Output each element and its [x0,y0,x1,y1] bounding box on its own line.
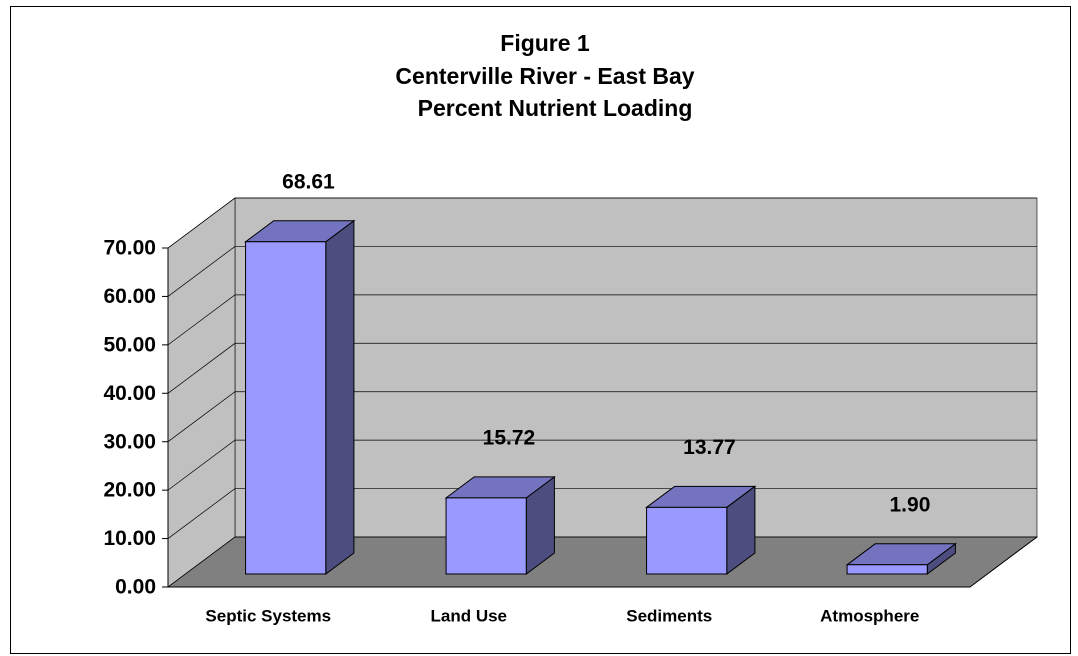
side-wall [167,197,236,588]
grid-line [167,342,1037,394]
grid-line [167,294,1037,346]
bar [244,219,356,575]
bar [444,475,556,575]
bar-side [325,219,355,575]
chart-title: Figure 1 [500,30,590,56]
bar-front [646,506,728,575]
y-tick-label: 40.00 [103,382,156,405]
y-tick-label: 60.00 [103,285,156,308]
y-tick-label: 10.00 [103,527,156,550]
back-wall [234,197,1038,538]
bar-front [846,564,928,575]
x-tick-label: Atmosphere [820,606,919,625]
y-tick-label: 30.00 [103,430,156,453]
data-label: 13.77 [683,436,736,459]
grid-line [167,439,1037,491]
x-tick-label: Sediments [626,606,712,625]
chart-title: Percent Nutrient Loading [418,95,693,121]
grid-line [167,488,1037,539]
grid-line [167,391,1037,442]
chart-title: Centerville River - East Bay [395,63,694,89]
grid-line [167,197,1037,249]
data-label: 15.72 [483,426,536,449]
y-tick-label: 70.00 [103,237,156,260]
bar-front [245,241,327,575]
bar [645,485,757,575]
grid-line [167,246,1037,297]
y-tick-label: 0.00 [115,576,156,599]
y-tick-label: 50.00 [103,333,156,356]
bar [845,542,957,575]
floor-edge [969,536,1038,588]
x-tick-label: Land Use [430,606,507,625]
data-label: 68.61 [282,170,335,193]
x-tick-label: Septic Systems [205,606,331,625]
bar-front [445,497,527,575]
y-tick-label: 20.00 [103,479,156,502]
data-label: 1.90 [890,493,931,516]
grid-line [167,536,1037,588]
